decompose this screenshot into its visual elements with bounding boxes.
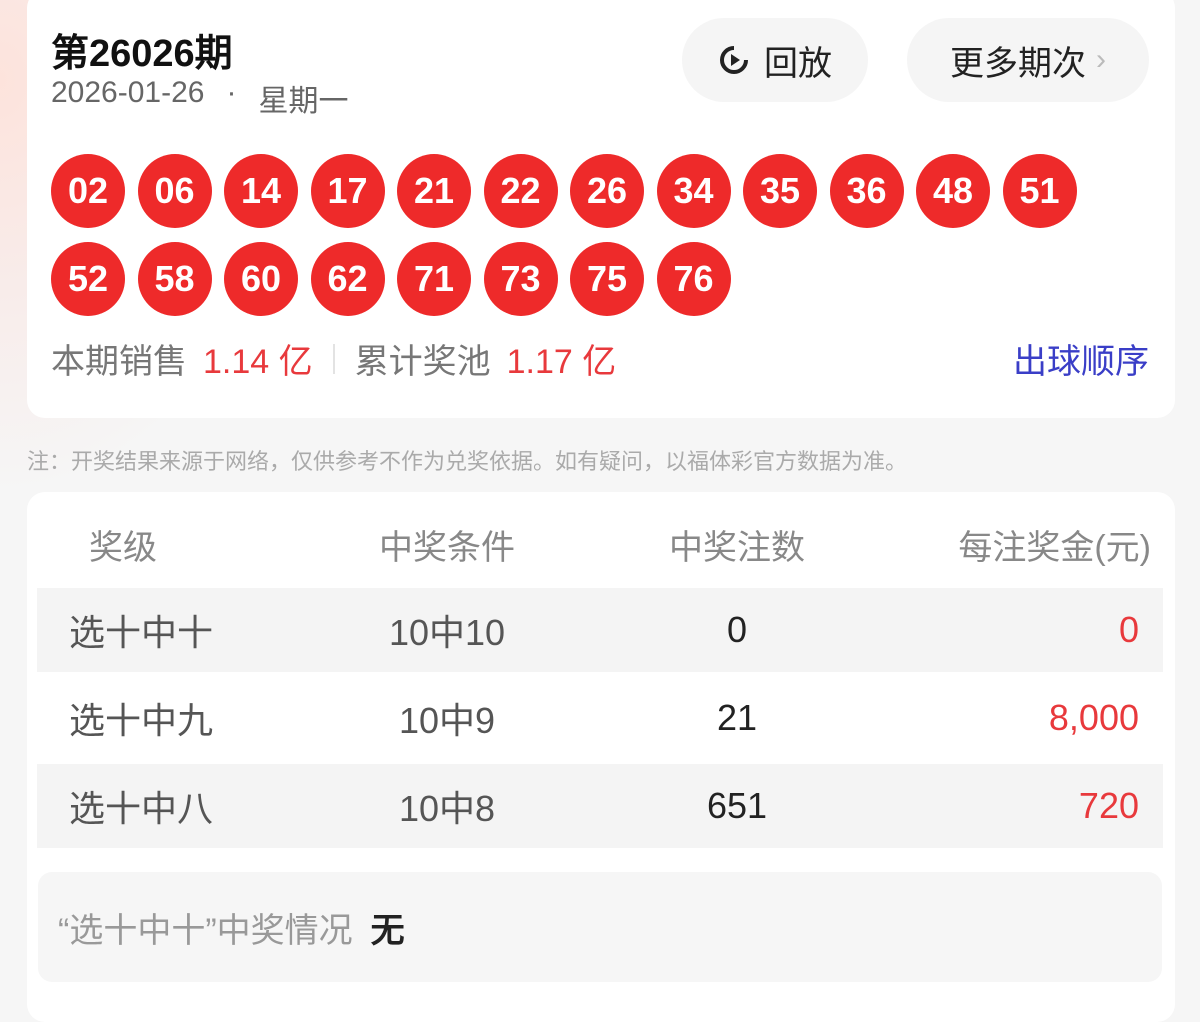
- table-header: 奖级 中奖条件 中奖注数 每注奖金(元): [37, 514, 1163, 574]
- number-ball: 60: [224, 242, 298, 316]
- prize-amount: 8,000: [1048, 697, 1139, 738]
- prize-level: 选十中八: [69, 788, 214, 829]
- prize-condition: 10中10: [388, 612, 506, 653]
- header-level: 奖级: [89, 528, 157, 567]
- separator-dot: ·: [226, 76, 237, 109]
- replay-label: 回放: [764, 44, 832, 83]
- number-ball: 58: [137, 242, 212, 316]
- replay-button[interactable]: 回放: [682, 18, 868, 102]
- header-count: 中奖注数: [669, 528, 805, 567]
- number-ball: 06: [137, 154, 212, 228]
- table-row: 选十中八 10中8 651 720: [37, 764, 1163, 848]
- number-ball: 02: [51, 154, 125, 228]
- sales-stats: 本期销售 1.14 亿 累计奖池 1.17 亿: [51, 334, 616, 383]
- number-ball: 52: [51, 242, 125, 316]
- number-ball: 34: [656, 154, 731, 228]
- prize-condition: 10中9: [398, 700, 496, 741]
- pool-label: 累计奖池: [354, 343, 491, 381]
- draw-order-link[interactable]: 出球顺序: [1013, 343, 1149, 381]
- summary-value: 无: [370, 911, 405, 950]
- header-amount: 每注奖金(元): [958, 528, 1151, 567]
- header-condition: 中奖条件: [379, 528, 515, 567]
- divider: [332, 343, 335, 374]
- chevron-right-icon: ›: [1096, 43, 1106, 76]
- prize-condition: 10中8: [398, 788, 496, 829]
- sales-value: 1.14 亿: [203, 343, 313, 381]
- pool-value: 1.17 亿: [506, 343, 617, 381]
- number-ball: 51: [1002, 154, 1077, 228]
- number-ball: 14: [224, 154, 298, 228]
- draw-card: 第26026期 2026-01-26 · 星期一 回放 更多期次 › 02 06 1…: [27, 0, 1175, 418]
- summary-label: “选十中十”中奖情况: [58, 911, 353, 950]
- winning-numbers: 02 06 14 17 21 22 26 34 35 36 48 51 52 58 60 62 71 73 75 76: [51, 154, 1131, 316]
- number-ball: 17: [310, 154, 385, 228]
- more-draws-button[interactable]: 更多期次 ›: [907, 18, 1149, 102]
- number-ball: 26: [570, 154, 644, 228]
- prize-count: 651: [706, 785, 768, 826]
- table-row: 选十中九 10中9 21 8,000: [37, 676, 1163, 760]
- disclaimer-note: 注：开奖结果来源于网络，仅供参考不作为兑奖依据。如有疑问，以福体彩官方数据为准。: [27, 449, 908, 474]
- number-ball: 76: [656, 242, 731, 316]
- sales-label: 本期销售: [51, 343, 187, 381]
- draw-title: 第26026期: [51, 33, 233, 75]
- draw-weekday: 星期一: [258, 85, 349, 118]
- prize-table-card: 奖级 中奖条件 中奖注数 每注奖金(元) 选十中十 10中10 0 0 选十中九…: [27, 492, 1175, 1022]
- draw-date-line: 2026-01-26 · 星期一: [51, 76, 348, 120]
- replay-icon: [720, 46, 748, 74]
- number-ball: 73: [483, 242, 558, 316]
- prize-count: 21: [716, 697, 758, 738]
- draw-date: 2026-01-26: [51, 76, 205, 109]
- number-ball: 21: [397, 154, 471, 228]
- prize-level: 选十中十: [69, 612, 214, 653]
- number-ball: 75: [570, 242, 644, 316]
- number-ball: 35: [743, 154, 817, 228]
- number-ball: 36: [829, 154, 904, 228]
- prize-amount: 720: [1078, 785, 1139, 826]
- jackpot-summary: “选十中十”中奖情况 无: [38, 872, 1162, 982]
- number-ball: 62: [310, 242, 385, 316]
- number-ball: 22: [483, 154, 558, 228]
- prize-amount: 0: [1118, 609, 1139, 650]
- number-ball: 48: [916, 154, 990, 228]
- prize-level: 选十中九: [69, 700, 214, 741]
- prize-count: 0: [726, 609, 748, 650]
- table-row: 选十中十 10中10 0 0: [37, 588, 1163, 672]
- more-draws-label: 更多期次: [950, 44, 1086, 83]
- number-ball: 71: [397, 242, 471, 316]
